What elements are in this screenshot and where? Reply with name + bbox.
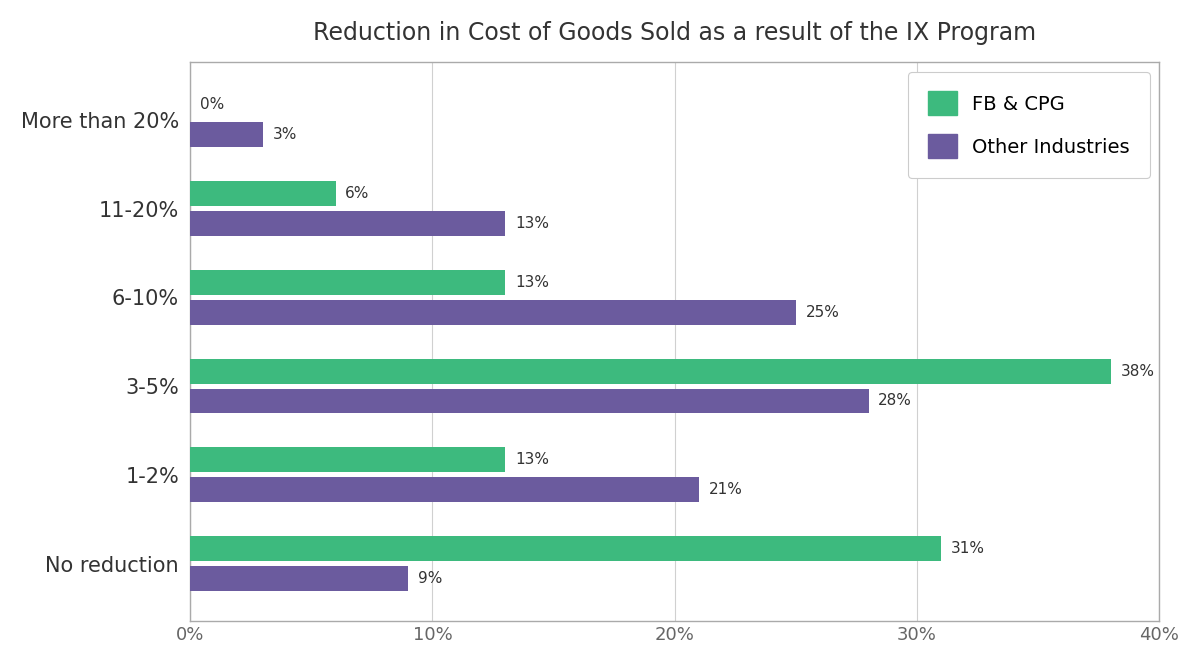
Text: 13%: 13% xyxy=(515,452,548,467)
Bar xyxy=(190,270,505,295)
Bar xyxy=(190,566,408,591)
Text: 25%: 25% xyxy=(805,305,840,320)
Bar xyxy=(190,448,505,472)
Legend: FB & CPG, Other Industries: FB & CPG, Other Industries xyxy=(908,72,1150,178)
Bar xyxy=(190,477,698,502)
Bar xyxy=(190,388,869,414)
Bar xyxy=(190,536,941,561)
Text: 0%: 0% xyxy=(200,97,224,112)
Text: 28%: 28% xyxy=(878,394,912,408)
Text: 21%: 21% xyxy=(709,482,743,497)
Bar xyxy=(190,122,263,147)
Text: 13%: 13% xyxy=(515,216,548,231)
Text: 38%: 38% xyxy=(1121,364,1154,378)
Text: 13%: 13% xyxy=(515,275,548,290)
Text: 9%: 9% xyxy=(418,571,443,586)
Bar xyxy=(190,358,1111,384)
Text: 3%: 3% xyxy=(272,127,296,142)
Bar xyxy=(190,181,336,206)
Text: 31%: 31% xyxy=(950,541,985,556)
Text: 6%: 6% xyxy=(346,186,370,201)
Bar xyxy=(190,211,505,236)
Title: Reduction in Cost of Goods Sold as a result of the IX Program: Reduction in Cost of Goods Sold as a res… xyxy=(313,21,1037,45)
Bar xyxy=(190,300,796,325)
